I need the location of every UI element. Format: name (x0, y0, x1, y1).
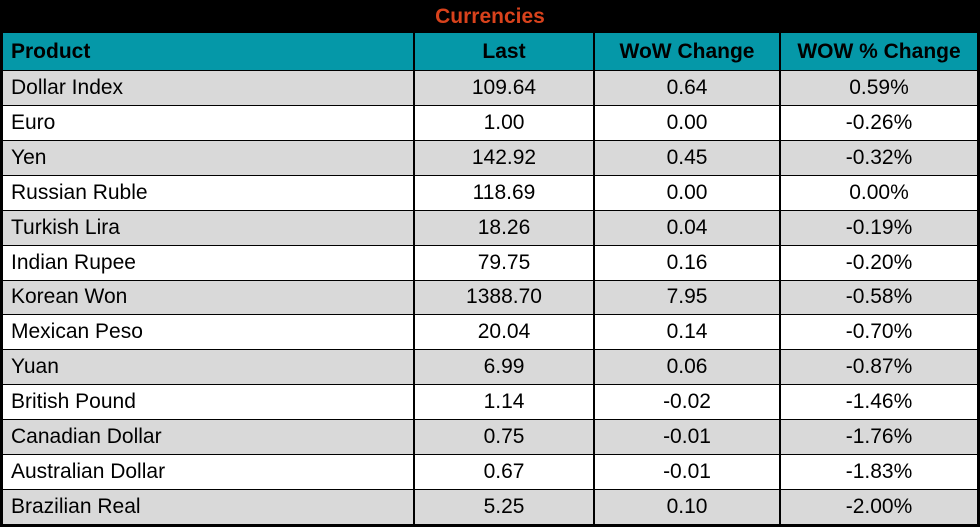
cell-wow-change: 0.00 (595, 175, 781, 210)
table-title: Currencies (435, 4, 545, 28)
cell-wow-pct-change: -0.19% (845, 215, 913, 239)
cell-last: 1388.70 (415, 280, 595, 315)
cell-last: 109.64 (415, 71, 595, 105)
table-row: British Pound 1.14 -0.02 -1.46% (3, 384, 977, 420)
cell-product: Indian Rupee (3, 245, 415, 280)
cell-wow-pct-change: -0.26% (845, 110, 913, 134)
cell-wow-pct-change: 0.59% (849, 75, 909, 99)
table-row: Yuan 6.99 0.06 -0.87% (3, 349, 977, 385)
cell-wow-change: -0.01 (595, 455, 781, 490)
cell-last: 6.99 (415, 350, 595, 385)
cell-last: 79.75 (415, 245, 595, 280)
cell-wow-change: 7.95 (595, 280, 781, 315)
cell-product: Euro (3, 105, 415, 140)
cell-wow-change: -0.01 (595, 420, 781, 455)
cell-wow-pct-change: -0.58% (845, 285, 913, 309)
column-header-wow-pct-change: WOW % Change (797, 39, 961, 63)
cell-product: Australian Dollar (3, 455, 415, 490)
cell-product: Korean Won (3, 280, 415, 315)
table-row: Australian Dollar 0.67 -0.01 -1.83% (3, 454, 977, 490)
cell-product: Dollar Index (3, 71, 415, 105)
cell-wow-change: 0.16 (595, 245, 781, 280)
cell-wow-pct-change: -1.83% (845, 460, 913, 484)
column-header-product: Product (3, 33, 415, 70)
cell-product: Canadian Dollar (3, 420, 415, 455)
cell-last: 118.69 (415, 175, 595, 210)
cell-product: British Pound (3, 385, 415, 420)
cell-last: 18.26 (415, 210, 595, 245)
cell-wow-pct-change: -0.87% (845, 355, 913, 379)
cell-wow-pct-change: -2.00% (845, 495, 913, 519)
cell-last: 20.04 (415, 315, 595, 350)
cell-product: Yen (3, 140, 415, 175)
cell-last: 142.92 (415, 140, 595, 175)
cell-product: Brazilian Real (3, 490, 415, 524)
cell-wow-change: -0.02 (595, 385, 781, 420)
table-row: Turkish Lira 18.26 0.04 -0.19% (3, 209, 977, 245)
table-row: Russian Ruble 118.69 0.00 0.00% (3, 174, 977, 210)
table-row: Indian Rupee 79.75 0.16 -0.20% (3, 244, 977, 280)
cell-wow-change: 0.00 (595, 105, 781, 140)
cell-product: Turkish Lira (3, 210, 415, 245)
table-row: Korean Won 1388.70 7.95 -0.58% (3, 279, 977, 315)
table-row: Mexican Peso 20.04 0.14 -0.70% (3, 314, 977, 350)
cell-wow-pct-change: -1.76% (845, 425, 913, 449)
column-header-wow-change: WoW Change (595, 33, 781, 70)
table-header-row: Product Last WoW Change WOW % Change (3, 33, 977, 70)
cell-wow-change: 0.04 (595, 210, 781, 245)
table-row: Canadian Dollar 0.75 -0.01 -1.76% (3, 419, 977, 455)
cell-product: Yuan (3, 350, 415, 385)
table-body: Dollar Index 109.64 0.64 0.59% Euro 1.00… (3, 70, 977, 524)
cell-wow-pct-change: -0.70% (845, 320, 913, 344)
cell-wow-pct-change: -1.46% (845, 390, 913, 414)
table-row: Euro 1.00 0.00 -0.26% (3, 104, 977, 140)
cell-product: Mexican Peso (3, 315, 415, 350)
cell-wow-change: 0.45 (595, 140, 781, 175)
column-header-last: Last (415, 33, 595, 70)
cell-last: 0.75 (415, 420, 595, 455)
cell-last: 5.25 (415, 490, 595, 524)
cell-wow-pct-change: -0.20% (845, 250, 913, 274)
table-row: Brazilian Real 5.25 0.10 -2.00% (3, 489, 977, 524)
cell-wow-change: 0.10 (595, 490, 781, 524)
cell-wow-change: 0.14 (595, 315, 781, 350)
cell-product: Russian Ruble (3, 175, 415, 210)
cell-wow-pct-change: 0.00% (849, 180, 909, 204)
cell-last: 1.14 (415, 385, 595, 420)
cell-wow-change: 0.06 (595, 350, 781, 385)
cell-wow-change: 0.64 (595, 71, 781, 105)
cell-last: 1.00 (415, 105, 595, 140)
table-row: Yen 142.92 0.45 -0.32% (3, 139, 977, 175)
cell-wow-pct-change: -0.32% (845, 145, 913, 169)
table-title-bar: Currencies (3, 0, 977, 33)
table-row: Dollar Index 109.64 0.64 0.59% (3, 70, 977, 105)
cell-last: 0.67 (415, 455, 595, 490)
